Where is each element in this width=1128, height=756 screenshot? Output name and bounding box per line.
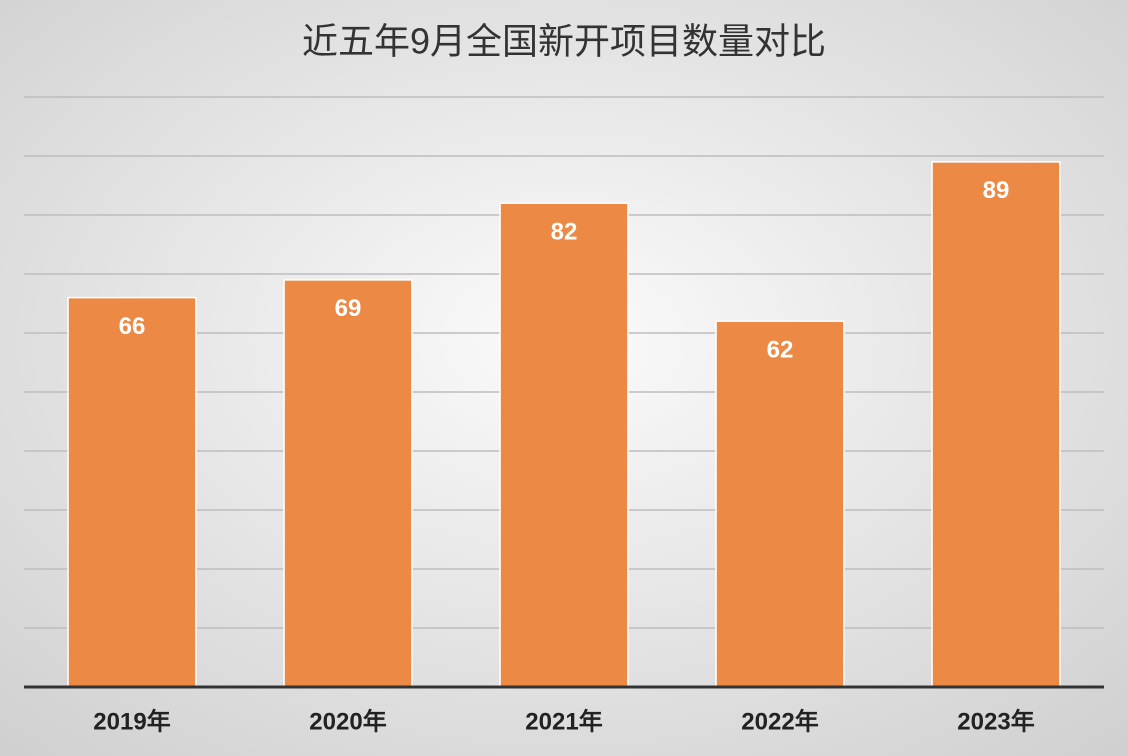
x-tick-label: 2020年 xyxy=(309,707,386,735)
data-label: 69 xyxy=(335,295,362,322)
bar xyxy=(283,279,413,688)
data-label: 82 xyxy=(551,219,578,246)
bar xyxy=(499,202,629,688)
bar xyxy=(67,296,197,688)
x-tick-label: 2021年 xyxy=(525,707,602,735)
chart-title: 近五年9月全国新开项目数量对比 xyxy=(302,21,826,62)
x-tick-label: 2022年 xyxy=(741,707,818,735)
data-label: 62 xyxy=(767,337,794,364)
bar xyxy=(715,320,845,688)
bar xyxy=(931,161,1061,688)
data-label: 89 xyxy=(983,177,1010,204)
data-label: 66 xyxy=(119,313,146,340)
x-tick-label: 2023年 xyxy=(957,707,1034,735)
x-tick-label: 2019年 xyxy=(93,707,170,735)
